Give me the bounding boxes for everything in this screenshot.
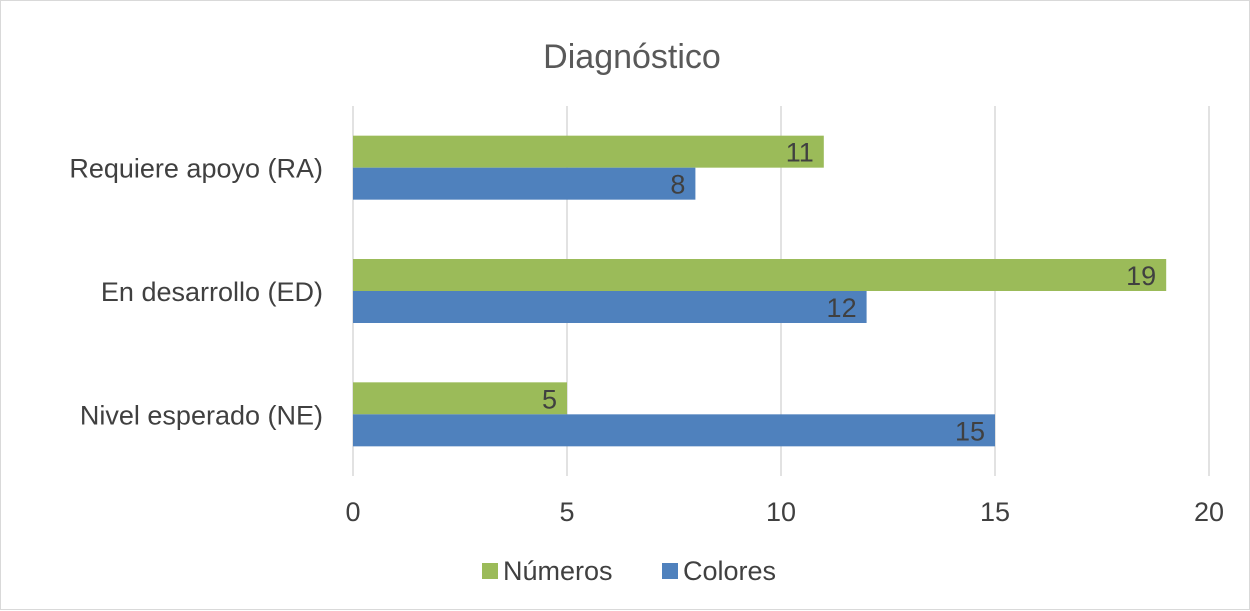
data-label: 8: [670, 170, 685, 200]
bars: 11 8 19 12 5 15: [353, 135, 1167, 447]
bar-numeros: [353, 135, 824, 168]
bar-colores: [353, 167, 696, 200]
data-label: 11: [786, 138, 814, 168]
legend: Números Colores: [482, 556, 776, 586]
bar-colores: [353, 291, 867, 323]
category-label: Nivel esperado (NE): [80, 400, 323, 430]
data-label: 5: [542, 384, 557, 414]
x-tick-label: 10: [766, 497, 796, 527]
bar-numeros: [353, 382, 567, 415]
category-labels: Requiere apoyo (RA) En desarrollo (ED) Niv…: [69, 154, 323, 431]
category-label: En desarrollo (ED): [101, 277, 323, 307]
x-tick-label: 0: [345, 497, 360, 527]
bar-colores: [353, 414, 995, 447]
data-label: 19: [1126, 261, 1156, 291]
data-label: 15: [955, 416, 985, 446]
category-label: Requiere apoyo (RA): [69, 154, 323, 184]
x-tick-labels: 0 5 10 15 20: [345, 497, 1224, 527]
legend-swatch: [482, 563, 498, 579]
data-label: 12: [827, 293, 857, 323]
x-tick-label: 15: [980, 497, 1010, 527]
bar-numeros: [353, 259, 1167, 291]
x-tick-label: 20: [1194, 497, 1224, 527]
chart-title: Diagnóstico: [543, 38, 721, 76]
legend-swatch: [662, 563, 678, 579]
legend-label: Colores: [683, 556, 776, 586]
x-tick-label: 5: [559, 497, 574, 527]
legend-label: Números: [503, 556, 613, 586]
